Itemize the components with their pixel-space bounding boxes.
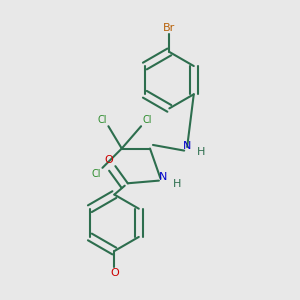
Text: O: O — [104, 155, 113, 166]
Text: N: N — [159, 172, 167, 182]
Text: H: H — [197, 147, 206, 158]
Text: Br: Br — [163, 23, 176, 34]
Text: Cl: Cl — [98, 115, 107, 125]
Text: Cl: Cl — [142, 115, 152, 125]
Text: O: O — [110, 268, 119, 278]
Text: Cl: Cl — [92, 169, 101, 179]
Text: H: H — [173, 178, 181, 189]
Text: N: N — [183, 140, 191, 151]
